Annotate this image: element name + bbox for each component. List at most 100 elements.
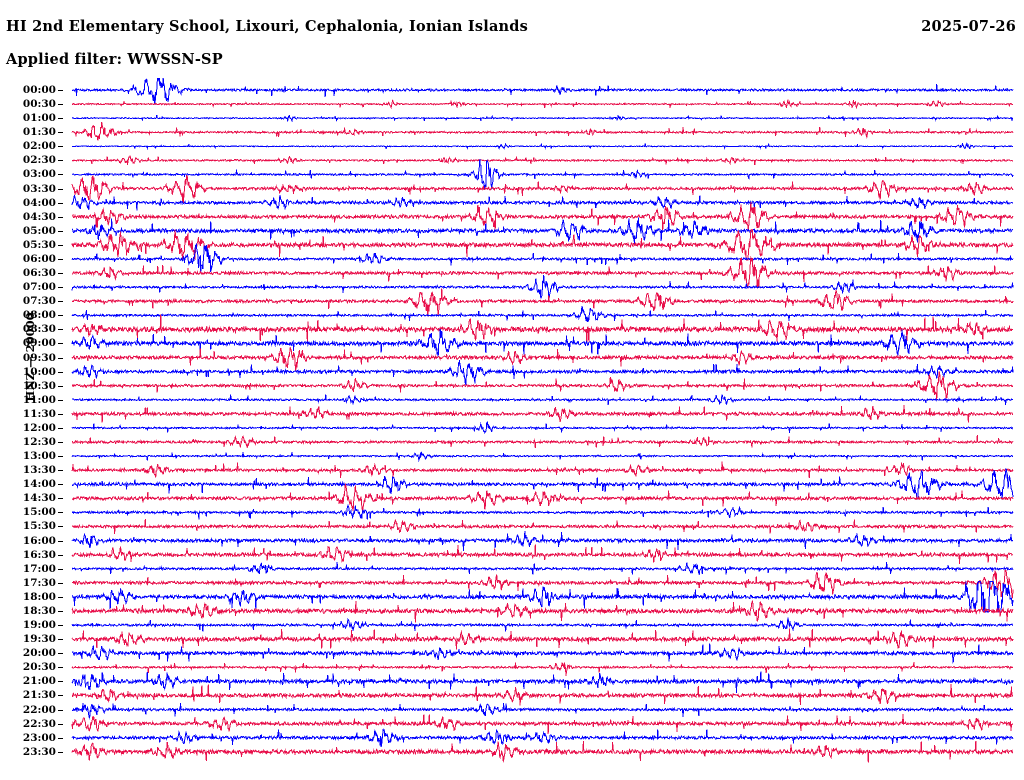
axis-tick — [58, 315, 63, 317]
axis-tick — [58, 723, 63, 725]
time-label: 23:00 — [22, 731, 56, 744]
trace-row — [71, 600, 1014, 623]
axis-tick — [58, 470, 63, 472]
time-label: 10:00 — [22, 365, 56, 378]
time-label: 11:00 — [22, 393, 56, 406]
axis-tick — [58, 625, 63, 627]
trace-row — [71, 255, 1014, 289]
time-label: 17:30 — [22, 576, 56, 589]
seismic-traces — [71, 78, 1014, 763]
time-label: 07:30 — [22, 295, 56, 308]
axis-tick — [58, 554, 63, 556]
axis-tick — [58, 146, 63, 148]
trace-row — [71, 202, 1014, 232]
trace-row — [71, 394, 1014, 406]
trace-row — [71, 483, 1014, 512]
time-label: 15:30 — [22, 520, 56, 533]
axis-tick — [58, 287, 63, 289]
axis-tick — [58, 118, 63, 120]
time-label: 22:00 — [22, 703, 56, 716]
axis-tick — [58, 484, 63, 486]
time-label: 04:00 — [22, 196, 56, 209]
time-label: 06:00 — [22, 252, 56, 265]
axis-tick — [58, 132, 63, 134]
time-label: 09:00 — [22, 337, 56, 350]
axis-tick — [58, 216, 63, 218]
trace-row — [71, 616, 1014, 632]
trace-row — [71, 274, 1014, 299]
time-label: 20:00 — [22, 647, 56, 660]
trace-row — [71, 314, 1014, 344]
time-label: 16:30 — [22, 548, 56, 561]
trace-row — [71, 702, 1014, 720]
time-label: 02:00 — [22, 140, 56, 153]
axis-tick — [58, 512, 63, 514]
axis-tick — [58, 456, 63, 458]
trace-row — [71, 714, 1014, 734]
helicorder-plot: 00:00 00:30 01:00 01:30 02:00 02:30 03:00 03:30… — [0, 78, 1024, 778]
time-label: 21:30 — [22, 689, 56, 702]
time-axis: 00:00 00:30 01:00 01:30 02:00 02:30 03:00 03:30… — [0, 78, 72, 778]
axis-tick — [58, 357, 63, 359]
time-label: 05:00 — [22, 224, 56, 237]
time-label: 13:00 — [22, 450, 56, 463]
trace-row — [71, 305, 1014, 322]
trace-row — [71, 328, 1014, 357]
time-label: 04:30 — [22, 210, 56, 223]
trace-row — [71, 217, 1014, 245]
trace-row — [71, 451, 1014, 462]
time-label: 01:30 — [22, 126, 56, 139]
trace-row — [71, 229, 1014, 261]
trace-row — [71, 519, 1014, 534]
trace-row — [71, 194, 1014, 211]
axis-tick — [58, 526, 63, 528]
axis-tick — [58, 385, 63, 387]
time-label: 14:30 — [22, 492, 56, 505]
axis-tick — [58, 737, 63, 739]
trace-row — [71, 159, 1014, 190]
axis-tick — [58, 582, 63, 584]
trace-row — [71, 114, 1014, 123]
time-label: 20:30 — [22, 661, 56, 674]
time-label: 17:00 — [22, 562, 56, 575]
trace-row — [71, 661, 1014, 676]
axis-tick — [58, 174, 63, 176]
axis-tick — [58, 160, 63, 162]
time-label: 03:00 — [22, 168, 56, 181]
axis-tick — [58, 301, 63, 303]
axis-tick — [58, 188, 63, 190]
trace-row — [71, 243, 1014, 272]
axis-tick — [58, 540, 63, 542]
trace-row — [71, 288, 1014, 317]
trace-row — [71, 154, 1014, 166]
trace-row — [71, 405, 1014, 423]
axis-tick — [58, 427, 63, 429]
trace-row — [71, 98, 1014, 110]
axis-tick — [58, 639, 63, 641]
time-label: 19:30 — [22, 633, 56, 646]
axis-tick — [58, 610, 63, 612]
trace-row — [71, 671, 1014, 694]
trace-row — [71, 461, 1014, 478]
trace-row — [71, 503, 1014, 520]
trace-row — [71, 346, 1014, 372]
axis-tick — [58, 413, 63, 415]
axis-tick — [58, 667, 63, 669]
axis-tick — [58, 568, 63, 570]
time-label: 14:00 — [22, 478, 56, 491]
axis-tick — [58, 498, 63, 500]
trace-row — [71, 727, 1014, 747]
time-label: 11:30 — [22, 407, 56, 420]
trace-row — [71, 435, 1014, 449]
axis-tick — [58, 273, 63, 275]
time-label: 07:00 — [22, 281, 56, 294]
trace-row — [71, 531, 1014, 551]
trace-row — [71, 420, 1014, 435]
trace-row — [71, 467, 1014, 500]
axis-tick — [58, 371, 63, 373]
axis-tick — [58, 329, 63, 331]
time-label: 00:00 — [22, 84, 56, 96]
axis-tick — [58, 596, 63, 598]
time-label: 08:00 — [22, 309, 56, 322]
time-label: 06:30 — [22, 267, 56, 280]
